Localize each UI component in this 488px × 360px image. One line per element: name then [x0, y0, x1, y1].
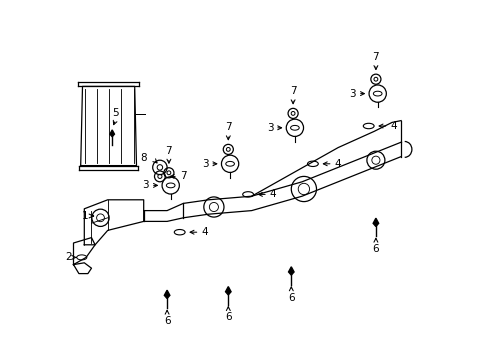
Text: 4: 4: [201, 227, 207, 237]
Text: 7: 7: [372, 52, 378, 62]
Text: 7: 7: [179, 171, 186, 181]
Text: 6: 6: [224, 312, 231, 323]
Polygon shape: [372, 218, 378, 226]
Text: 1: 1: [82, 211, 88, 221]
Polygon shape: [81, 86, 136, 166]
Polygon shape: [73, 263, 91, 274]
Text: 7: 7: [289, 86, 296, 96]
Text: 6: 6: [287, 293, 294, 303]
Text: 7: 7: [165, 146, 172, 156]
Polygon shape: [164, 290, 169, 298]
Text: 4: 4: [389, 121, 396, 131]
Text: 4: 4: [334, 159, 341, 169]
Text: 3: 3: [202, 159, 208, 169]
Text: 3: 3: [266, 123, 273, 133]
Polygon shape: [110, 130, 114, 137]
Text: 3: 3: [142, 180, 149, 190]
Polygon shape: [73, 238, 95, 265]
Text: 3: 3: [349, 89, 355, 99]
Text: 2: 2: [65, 252, 72, 262]
Text: 4: 4: [269, 189, 276, 199]
Polygon shape: [288, 267, 293, 275]
Text: 7: 7: [224, 122, 231, 132]
Polygon shape: [84, 200, 143, 245]
Polygon shape: [225, 287, 231, 295]
Text: 5: 5: [112, 108, 119, 117]
Text: 6: 6: [372, 244, 378, 254]
Text: 8: 8: [141, 153, 147, 163]
Text: 6: 6: [163, 316, 170, 326]
